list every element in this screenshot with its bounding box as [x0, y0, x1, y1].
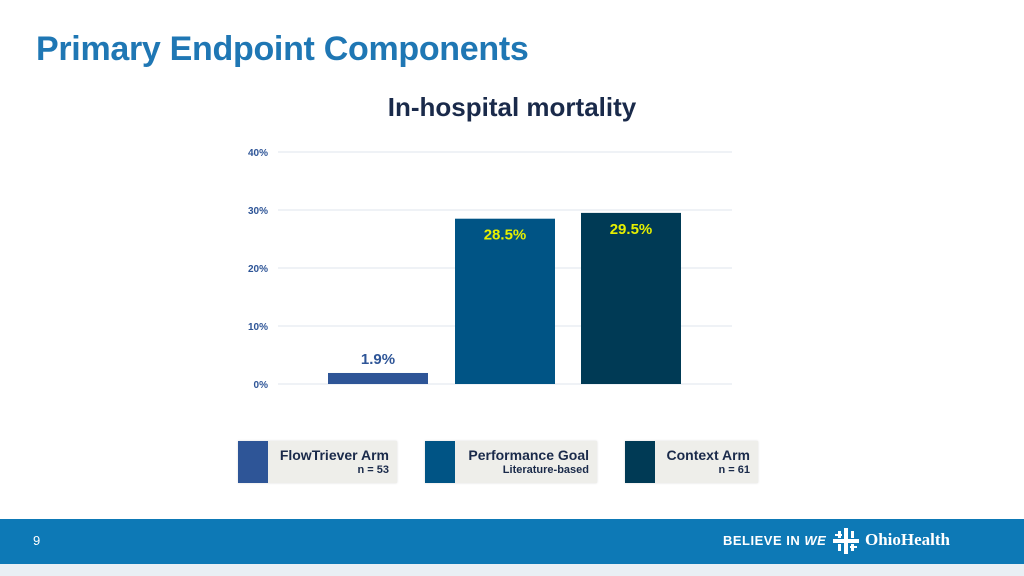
bar-performance-goal: [455, 218, 555, 384]
y-tick-label: 20%: [248, 264, 268, 275]
data-labels: 1.9% 28.5% 29.5%: [361, 221, 652, 368]
y-axis-ticks: 0% 10% 20% 30% 40%: [248, 148, 268, 391]
tagline: BELIEVE IN WE: [723, 533, 826, 548]
footer-bar: 9 BELIEVE IN WE OhioHealth: [0, 519, 1024, 564]
legend-item-performance-goal: Performance Goal Literature-based: [425, 441, 597, 483]
legend-swatch: [238, 441, 268, 483]
legend-swatch: [425, 441, 455, 483]
legend-swatch: [625, 441, 655, 483]
y-tick-label: 40%: [248, 148, 268, 159]
slide-title: Primary Endpoint Components: [36, 30, 529, 68]
legend-name: Performance Goal: [468, 447, 589, 463]
brand-name: OhioHealth: [865, 530, 951, 549]
legend-sub: Literature-based: [502, 464, 589, 476]
legend-item-flowtriever: FlowTriever Arm n = 53: [238, 441, 397, 483]
data-label: 29.5%: [610, 221, 653, 238]
legend-sub: n = 61: [718, 464, 751, 476]
y-tick-label: 30%: [248, 206, 268, 217]
data-label: 28.5%: [484, 227, 527, 244]
legend-name: FlowTriever Arm: [279, 447, 389, 463]
legend-name: Context Arm: [666, 447, 751, 463]
footer-strip: [0, 564, 1024, 576]
legend-sub: n = 53: [357, 464, 390, 476]
bar-context-arm: [581, 212, 681, 384]
legend-item-context-arm: Context Arm n = 61: [625, 441, 758, 483]
y-tick-label: 10%: [248, 322, 268, 333]
y-tick-label: 0%: [254, 380, 269, 391]
chart-legend: FlowTriever Arm n = 53 Performance Goal …: [0, 441, 1024, 483]
data-label: 1.9%: [361, 351, 395, 368]
ohiohealth-logo-icon: [833, 528, 859, 554]
chart-bars: [328, 212, 681, 384]
tagline-we: WE: [804, 533, 827, 548]
page-number: 9: [33, 533, 41, 548]
tagline-prefix: BELIEVE IN: [723, 533, 801, 548]
bar-flowtriever-arm: [328, 372, 428, 384]
chart-title: In-hospital mortality: [387, 92, 637, 122]
